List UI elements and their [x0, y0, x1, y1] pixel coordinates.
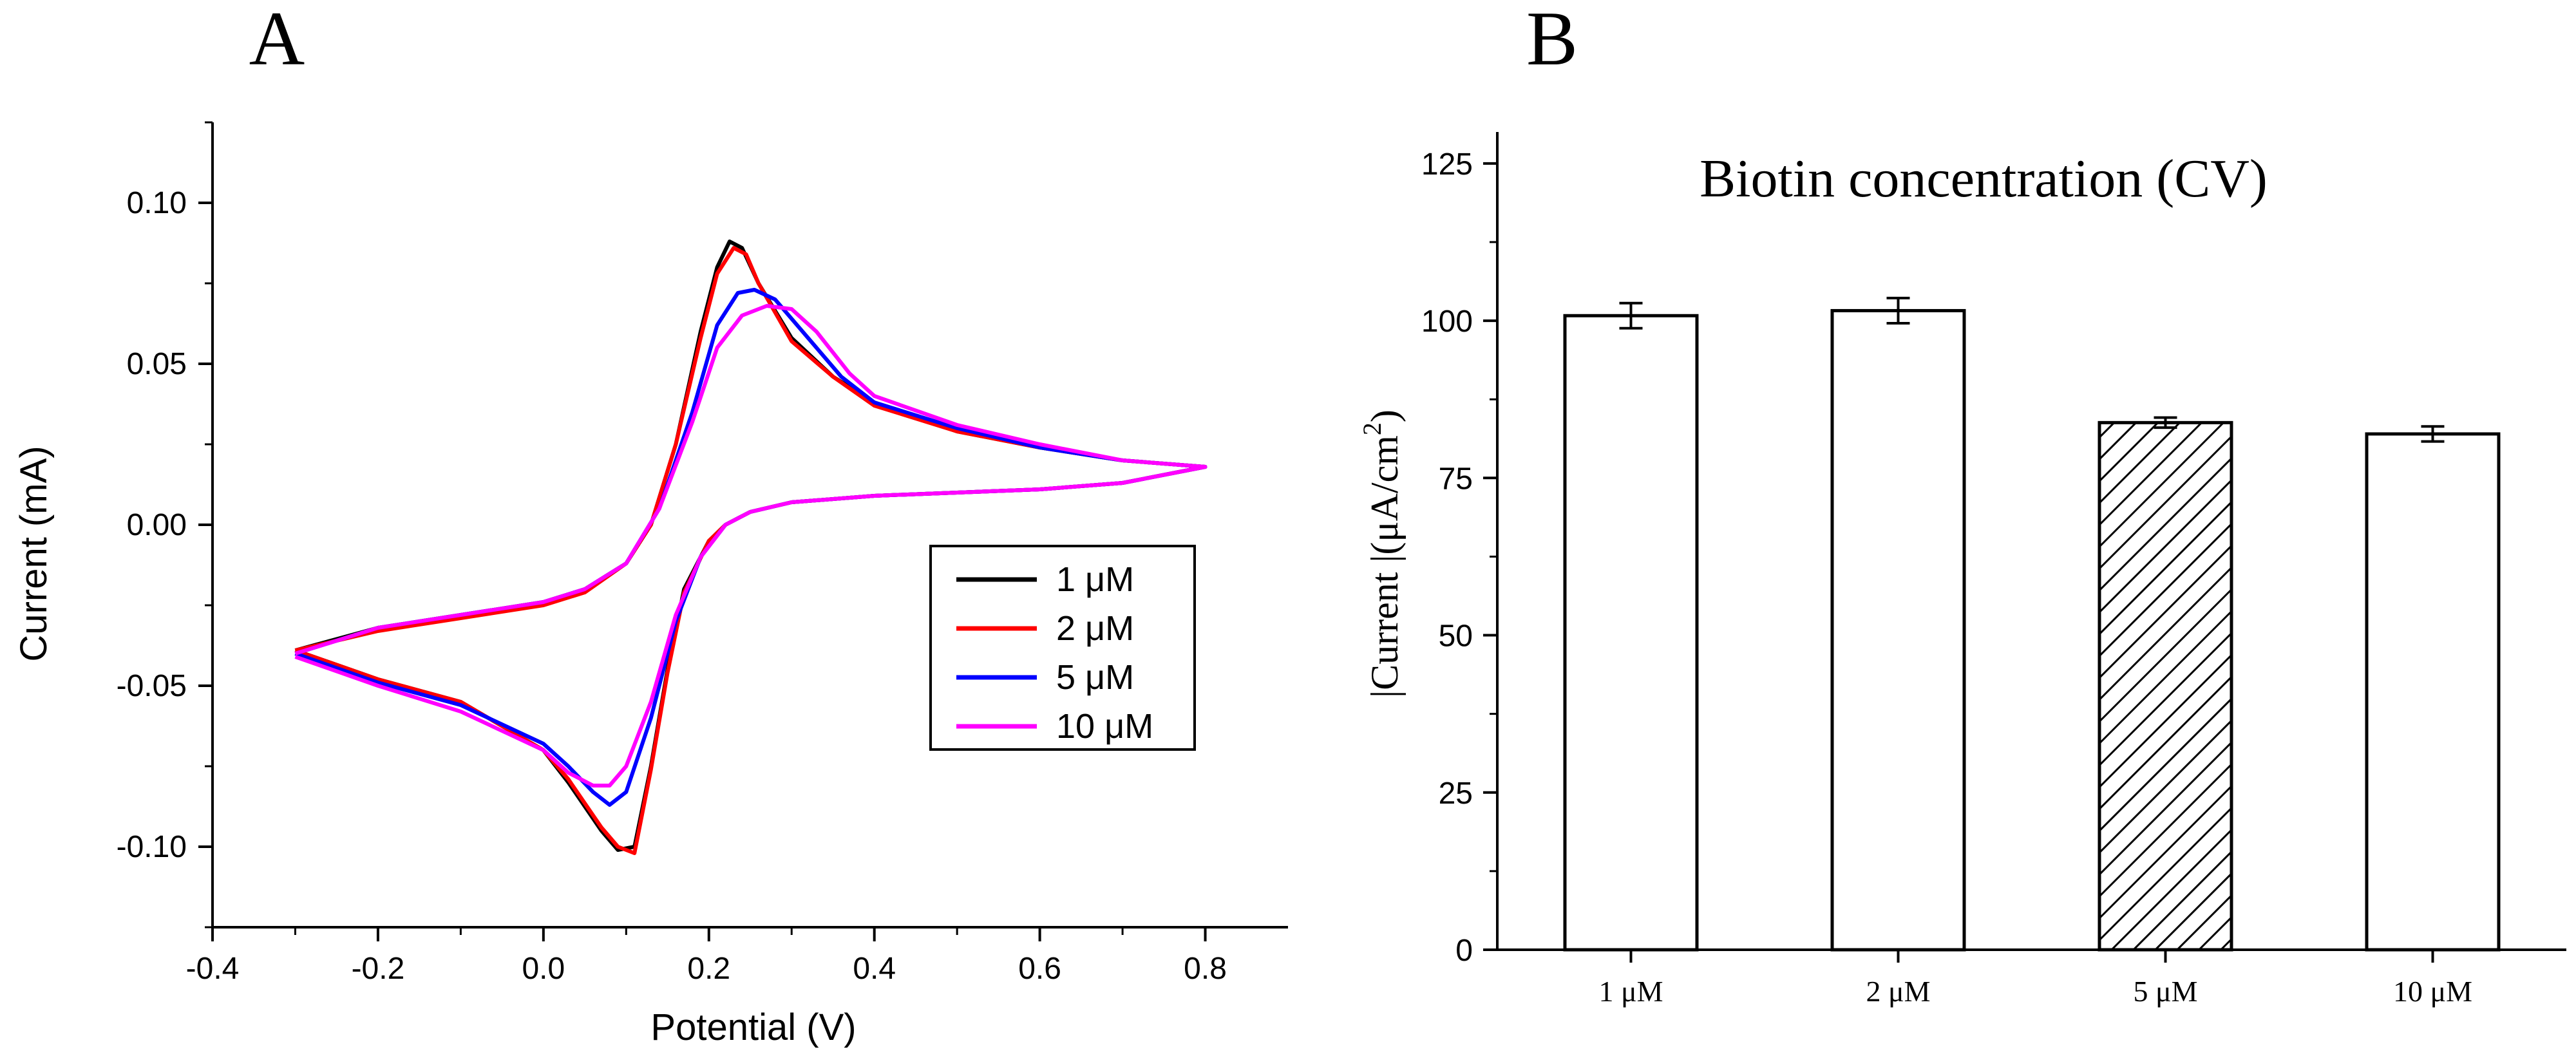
series-line-10-uM [294, 304, 1208, 787]
panel-a-x-tick-label: -0.2 [352, 952, 405, 986]
bar [2365, 432, 2501, 952]
panel-b-x-tick-label: 10 μM [2393, 975, 2472, 1008]
panel-a-legend: 1 μM 2 μM 5 μM 10 μM [929, 545, 1196, 751]
panel-a: A -0.4 -0.2 0.0 0.2 0.4 0.6 0.8 -0.10 -0.05 0.00 0… [13, 0, 1288, 1048]
panel-b-x-tick-label: 1 μM [1598, 975, 1663, 1008]
legend-label: 10 μM [1056, 707, 1153, 746]
panel-b-y-axis-title-main: |Current |(μA/cm [1363, 435, 1406, 698]
panel-b-y-axis-title-suffix: ) [1363, 410, 1406, 422]
panel-a-x-tick-label: 0.2 [687, 952, 730, 986]
bar [1830, 308, 1966, 952]
panel-b-y-tick-label: 25 [1439, 777, 1473, 811]
legend-label: 2 μM [1056, 609, 1134, 648]
panel-b-bars [1563, 296, 2501, 952]
panel-a-series [294, 240, 1208, 855]
legend-label: 1 μM [1056, 560, 1134, 599]
bar [1563, 314, 1699, 952]
panel-b-title: Biotin concentration (CV) [1700, 149, 2268, 209]
panel-a-y-tick-label: -0.10 [117, 830, 187, 864]
panel-b-y-tick-label: 125 [1421, 147, 1473, 182]
panel-b-y-tick-label: 50 [1439, 619, 1473, 654]
panel-b-x-tick-label: 5 μM [2133, 975, 2197, 1008]
panel-a-x-tick-label: 0.0 [522, 952, 565, 986]
panel-b-y-axis-title: |Current |(μA/cm2) [1358, 410, 1406, 698]
panel-b-y-tick-label: 0 [1455, 934, 1473, 968]
panel-b-y-axis-title-superscript: 2 [1358, 422, 1387, 435]
panel-a-x-tick-label: 0.6 [1018, 952, 1061, 986]
panel-b-axes: 0 25 50 75 100 125 1 μM 2 μM 5 μM 10 μM [1421, 132, 2566, 1008]
legend-label: 5 μM [1056, 658, 1134, 697]
panel-b-label: B [1526, 0, 1578, 81]
panel-a-label: A [249, 0, 305, 81]
panel-a-axes: -0.4 -0.2 0.0 0.2 0.4 0.6 0.8 -0.10 -0.05 0.00 0.0… [117, 121, 1288, 986]
panel-b-y-tick-label: 100 [1421, 305, 1473, 339]
panel-b: B Biotin concentration (CV) 0 25 50 75 100 12… [1358, 0, 2566, 1008]
panel-a-y-tick-label: 0.05 [127, 347, 187, 381]
panel-a-x-axis-title: Potential (V) [650, 1006, 856, 1048]
panel-b-x-tick-label: 2 μM [1866, 975, 1930, 1008]
panel-a-y-tick-label: -0.05 [117, 669, 187, 703]
panel-b-y-tick-label: 75 [1439, 462, 1473, 496]
panel-a-x-tick-label: 0.4 [853, 952, 896, 986]
panel-a-y-tick-label: 0.10 [127, 186, 187, 220]
panel-a-x-tick-label: 0.8 [1184, 952, 1227, 986]
bar [2098, 420, 2233, 952]
panel-a-y-axis-title: Current (mA) [13, 446, 55, 661]
panel-a-x-tick-label: -0.4 [186, 952, 240, 986]
panel-a-y-tick-label: 0.00 [127, 508, 187, 542]
